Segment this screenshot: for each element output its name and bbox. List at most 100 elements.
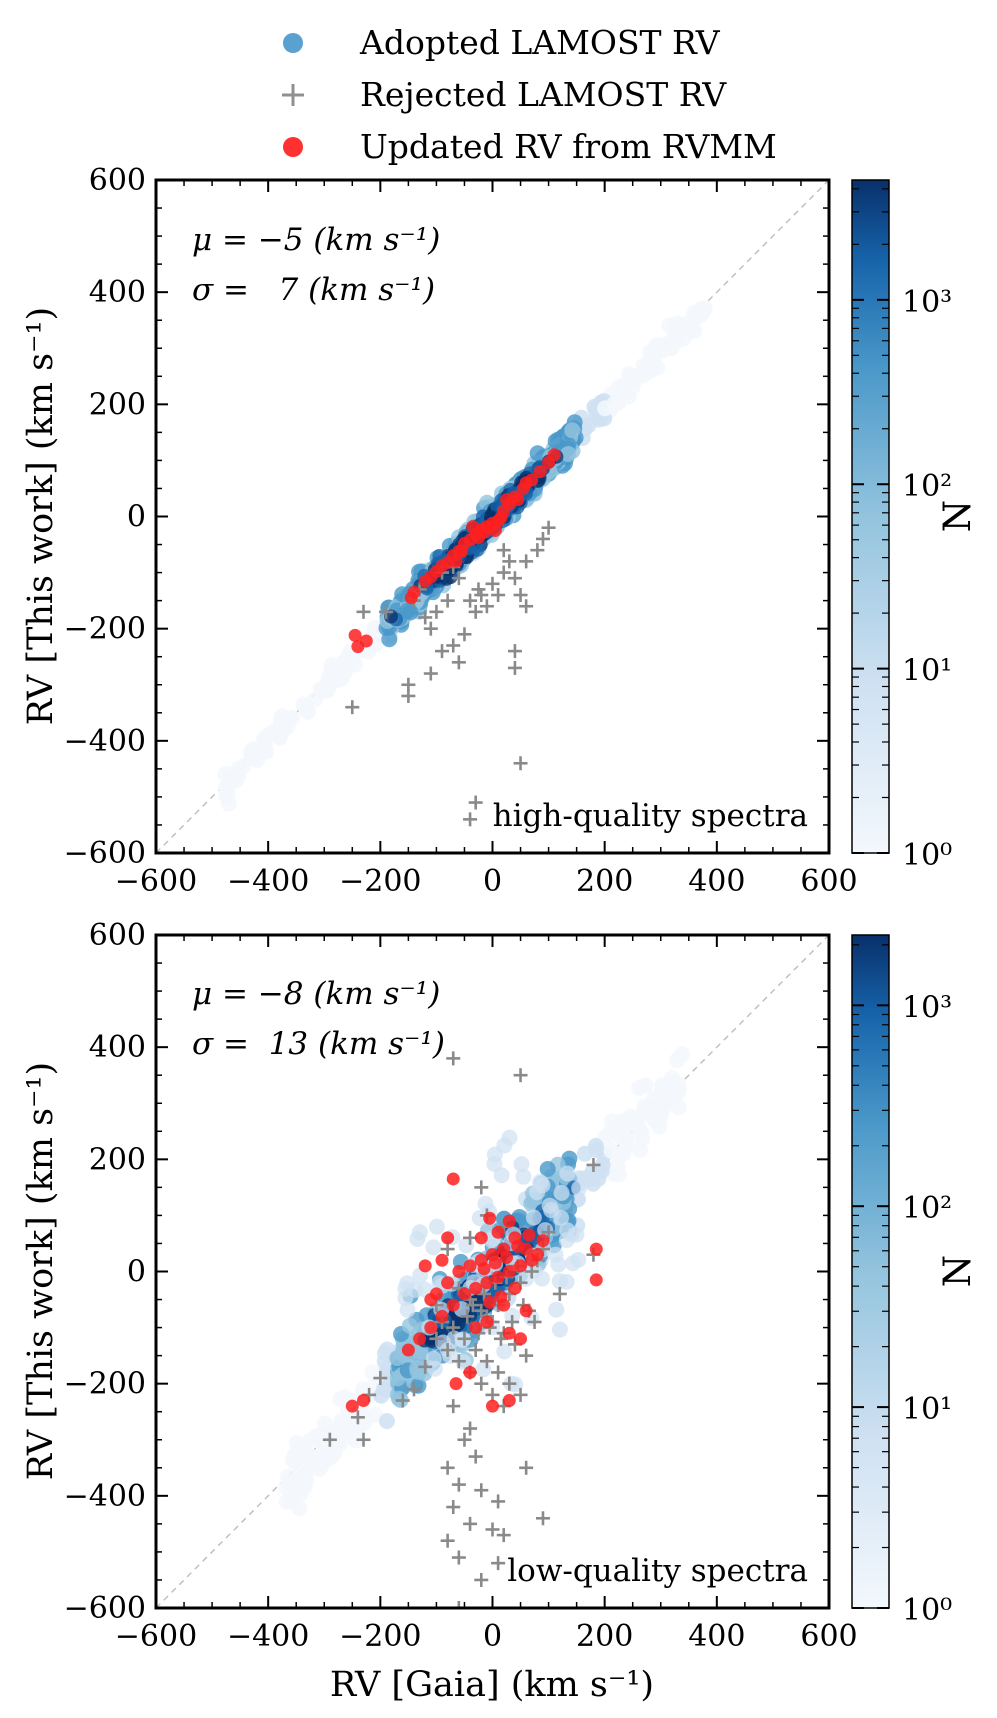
adopted-point xyxy=(428,1218,445,1235)
updated-point xyxy=(525,1253,539,1267)
updated-point xyxy=(589,1273,603,1287)
x-tick-label: 600 xyxy=(800,1619,857,1654)
x-tick-label: −600 xyxy=(115,1619,197,1654)
updated-point xyxy=(469,1321,483,1335)
updated-point xyxy=(435,1309,449,1323)
adopted-point xyxy=(657,340,674,357)
rejected-point xyxy=(493,1331,508,1346)
updated-point xyxy=(424,1321,438,1335)
updated-point xyxy=(494,511,508,525)
updated-point xyxy=(435,559,449,573)
updated-point xyxy=(471,531,485,545)
rejected-point xyxy=(479,1354,494,1369)
adopted-point xyxy=(571,1180,588,1197)
x-tick-label: −200 xyxy=(339,864,421,899)
x-tick-label: −600 xyxy=(115,864,197,899)
adopted-point xyxy=(220,795,237,812)
updated-point xyxy=(536,1234,550,1248)
rejected-point xyxy=(541,1225,556,1240)
updated-point xyxy=(457,1287,471,1301)
adopted-point xyxy=(273,708,290,725)
rejected-point xyxy=(513,1387,528,1402)
bottom-plot-area xyxy=(156,935,829,1608)
adopted-point xyxy=(560,445,577,462)
updated-point xyxy=(463,1365,477,1379)
updated-point xyxy=(522,1228,536,1242)
y-tick-label: −400 xyxy=(64,1479,146,1514)
rejected-point xyxy=(505,1314,520,1329)
updated-point xyxy=(455,544,469,558)
rejected-point xyxy=(465,1298,480,1313)
adopted-point xyxy=(486,1155,503,1172)
adopted-point xyxy=(515,1168,532,1185)
rejected-point xyxy=(440,593,455,608)
adopted-point xyxy=(651,1098,668,1115)
adopted-point xyxy=(373,1387,390,1404)
rejected-point xyxy=(527,1314,542,1329)
rejected-point xyxy=(491,588,506,603)
y-tick-label: −600 xyxy=(64,1591,146,1626)
adopted-point xyxy=(539,1160,556,1177)
rejected-point xyxy=(477,1286,492,1301)
rejected-point xyxy=(496,565,511,580)
rejected-point xyxy=(474,1180,489,1195)
adopted-point xyxy=(614,1121,631,1138)
rejected-point xyxy=(474,1376,489,1391)
adopted-point xyxy=(568,1226,585,1243)
rejected-point xyxy=(457,627,472,642)
legend-rejected-marker xyxy=(282,84,304,106)
top-updated-points xyxy=(348,448,561,654)
updated-point xyxy=(446,1172,460,1186)
rejected-point xyxy=(485,1387,500,1402)
rejected-point xyxy=(491,1365,506,1380)
adopted-point xyxy=(378,1413,395,1430)
bottom-stat-mu: μ = −8 (km s⁻¹) xyxy=(192,976,440,1012)
legend-adopted-label: Adopted LAMOST RV xyxy=(359,23,721,62)
x-tick-label: 200 xyxy=(576,864,633,899)
rejected-point xyxy=(496,543,511,558)
rejected-point xyxy=(485,576,500,591)
rejected-point xyxy=(446,1320,461,1335)
rejected-point xyxy=(440,1460,455,1475)
rejected-point xyxy=(418,1359,433,1374)
rejected-point xyxy=(491,1556,506,1571)
updated-point xyxy=(477,1262,491,1276)
colorbar-tick-label: 10¹ xyxy=(902,654,952,689)
rejected-point xyxy=(519,599,534,614)
rejected-point xyxy=(373,1371,388,1386)
rejected-point xyxy=(401,688,416,703)
rejected-point xyxy=(451,1477,466,1492)
updated-point xyxy=(533,465,547,479)
updated-point xyxy=(547,448,561,462)
y-tick-label: 0 xyxy=(127,500,146,535)
rejected-point xyxy=(463,1230,478,1245)
rejected-point xyxy=(423,666,438,681)
rejected-point xyxy=(507,571,522,586)
rejected-point xyxy=(474,1572,489,1587)
rejected-point xyxy=(429,604,444,619)
updated-point xyxy=(500,493,514,507)
rejected-point xyxy=(457,1432,472,1447)
adopted-point xyxy=(597,400,614,417)
legend-adopted-marker xyxy=(283,33,303,53)
updated-point xyxy=(483,1211,497,1225)
x-tick-label: 400 xyxy=(688,1619,745,1654)
x-tick-label: −400 xyxy=(227,1619,309,1654)
top-rejected-points xyxy=(345,520,556,827)
rejected-point xyxy=(485,1522,500,1537)
updated-point xyxy=(491,1270,505,1284)
rejected-point xyxy=(474,588,489,603)
rejected-point xyxy=(446,638,461,653)
panel-high-quality: −600−600 −400 −400 −200 −200 0 0 200 200 400 400 60… xyxy=(21,163,979,899)
rejected-point xyxy=(395,1393,410,1408)
updated-point xyxy=(449,1377,463,1391)
updated-point xyxy=(401,1343,415,1357)
rejected-point xyxy=(356,1432,371,1447)
rejected-point xyxy=(440,1343,455,1358)
y-tick-label: 0 xyxy=(127,1255,146,1290)
adopted-point xyxy=(458,1237,475,1254)
bottom-colorbar xyxy=(851,934,890,1609)
bottom-updated-points xyxy=(345,1172,603,1413)
rejected-point xyxy=(446,1500,461,1515)
rejected-point xyxy=(479,599,494,614)
